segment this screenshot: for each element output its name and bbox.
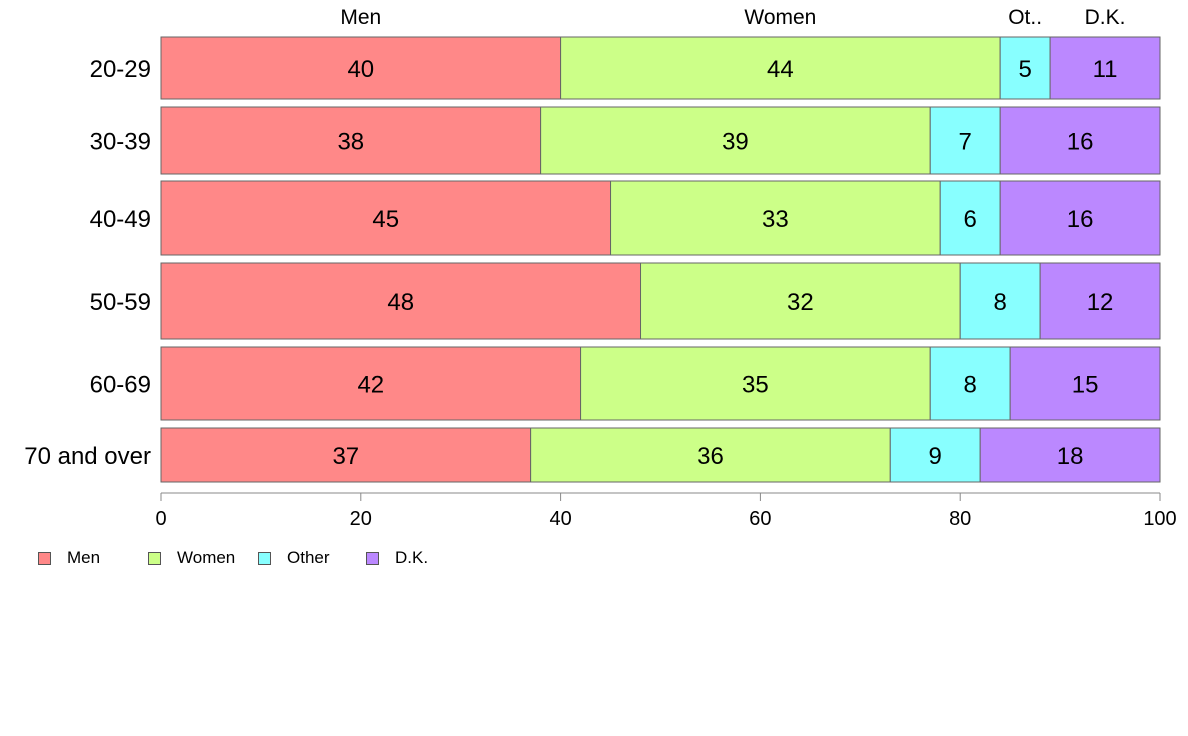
- data-label-other-50-59: 8: [993, 289, 1006, 316]
- bar-women-20-29: [560, 36, 1001, 100]
- bar-women-30-39: [540, 106, 931, 175]
- stacked-bar-chart: 40 44 5 11 20-29 38 39 7 16 30-39 45 33 6 16 40-49 48 32…: [24, 6, 1176, 530]
- legend-label-women: Women: [177, 548, 236, 567]
- legend-swatch-men: [38, 551, 51, 565]
- bar-other-20-29: [999, 36, 1051, 100]
- category-label-70-and-over: 70 and over: [24, 443, 151, 470]
- bar-men-20-29: [160, 36, 562, 100]
- data-label-d-k-70-and-over: 18: [1057, 443, 1084, 470]
- data-label-women-30-39: 39: [722, 129, 749, 156]
- bar-women-50-59: [640, 262, 961, 340]
- legend: Men Women Other D.K.: [38, 548, 428, 568]
- x-tick-label-100: 100: [1143, 508, 1176, 530]
- column-header-women: Women: [744, 6, 816, 29]
- legend-swatch-other: [258, 551, 271, 565]
- category-label-40-49: 40-49: [90, 206, 151, 233]
- bar-d-k-40-49: [999, 180, 1161, 256]
- data-label-other-60-69: 8: [964, 372, 977, 399]
- bar-d-k-30-39: [999, 106, 1161, 175]
- data-label-other-30-39: 7: [959, 129, 972, 156]
- legend-swatch-women: [148, 551, 161, 565]
- data-label-men-30-39: 38: [337, 129, 364, 156]
- data-label-other-70-and-over: 9: [929, 443, 942, 470]
- bar-women-60-69: [580, 346, 931, 421]
- x-tick-label-20: 20: [350, 508, 372, 530]
- column-header-men: Men: [340, 6, 381, 29]
- bar-d-k-60-69: [1009, 346, 1161, 421]
- bar-women-70-and-over: [530, 427, 891, 483]
- x-tick-label-0: 0: [155, 508, 166, 530]
- data-label-men-60-69: 42: [357, 372, 384, 399]
- legend-label-dk: D.K.: [395, 548, 429, 567]
- bar-d-k-50-59: [1039, 262, 1161, 340]
- legend-label-other: Other: [287, 548, 330, 567]
- bar-men-60-69: [160, 346, 582, 421]
- legend-swatch-dk: [366, 551, 379, 565]
- bar-men-70-and-over: [160, 427, 532, 483]
- category-label-30-39: 30-39: [90, 129, 151, 156]
- bar-men-40-49: [160, 180, 612, 256]
- data-label-other-40-49: 6: [964, 206, 977, 233]
- column-header-d-k: D.K.: [1085, 6, 1126, 29]
- legend-label-men: Men: [67, 548, 101, 567]
- data-label-men-50-59: 48: [387, 289, 414, 316]
- bar-women-40-49: [610, 180, 941, 256]
- data-label-d-k-20-29: 11: [1093, 56, 1118, 83]
- data-label-men-70-and-over: 37: [332, 443, 359, 470]
- data-label-women-50-59: 32: [787, 289, 814, 316]
- legend-item-women: Women: [148, 548, 258, 568]
- category-label-60-69: 60-69: [90, 372, 151, 399]
- data-label-men-20-29: 40: [347, 56, 374, 83]
- legend-item-other: Other: [258, 548, 366, 568]
- data-label-women-70-and-over: 36: [697, 443, 724, 470]
- bar-other-70-and-over: [889, 427, 981, 483]
- bar-d-k-70-and-over: [979, 427, 1161, 483]
- data-label-d-k-60-69: 15: [1072, 372, 1099, 399]
- bar-men-50-59: [160, 262, 642, 340]
- bar-men-30-39: [160, 106, 542, 175]
- column-header-other: Ot..: [1008, 6, 1042, 29]
- data-label-d-k-50-59: 12: [1087, 289, 1114, 316]
- data-label-other-20-29: 5: [1018, 56, 1031, 83]
- category-label-20-29: 20-29: [90, 56, 151, 83]
- data-label-d-k-40-49: 16: [1067, 206, 1094, 233]
- data-label-men-40-49: 45: [372, 206, 399, 233]
- data-label-women-60-69: 35: [742, 372, 769, 399]
- bar-d-k-20-29: [1049, 36, 1161, 100]
- x-tick-label-80: 80: [949, 508, 971, 530]
- bar-other-30-39: [929, 106, 1001, 175]
- legend-item-men: Men: [38, 548, 148, 568]
- data-label-women-40-49: 33: [762, 206, 789, 233]
- x-tick-label-60: 60: [749, 508, 771, 530]
- legend-item-dk: D.K.: [366, 548, 428, 568]
- data-label-d-k-30-39: 16: [1067, 129, 1094, 156]
- category-label-50-59: 50-59: [90, 289, 151, 316]
- x-tick-label-40: 40: [549, 508, 571, 530]
- bar-other-60-69: [929, 346, 1011, 421]
- data-label-women-20-29: 44: [767, 56, 794, 83]
